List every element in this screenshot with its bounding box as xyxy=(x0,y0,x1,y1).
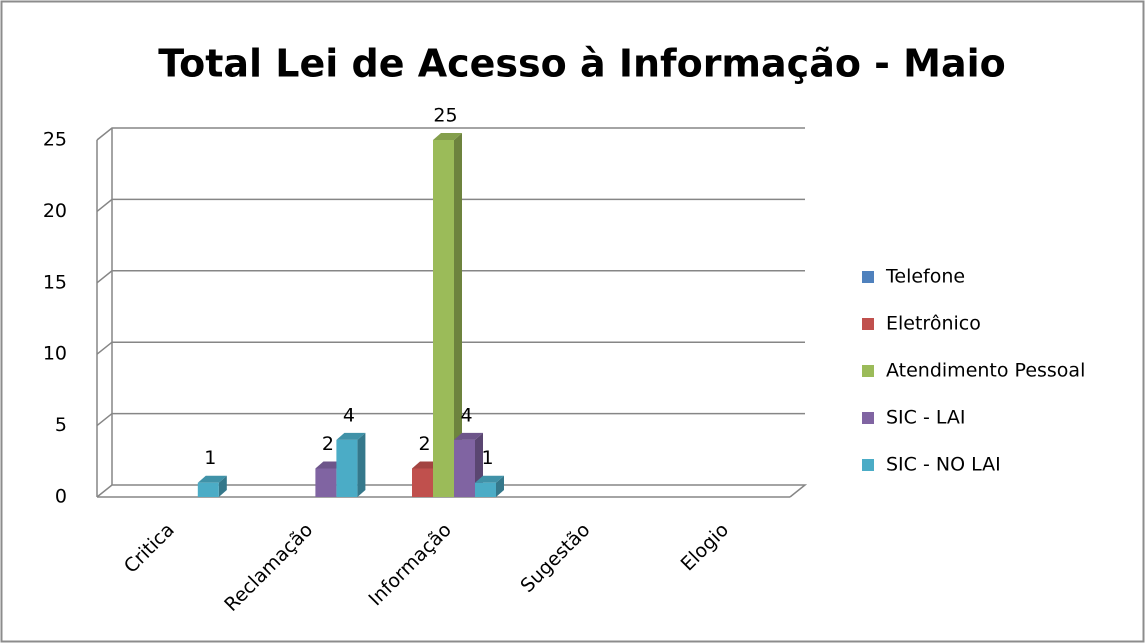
data-label: 1 xyxy=(204,447,216,469)
bar-front xyxy=(315,468,337,497)
legend-swatch xyxy=(862,459,874,471)
bar-top xyxy=(336,432,366,440)
bar xyxy=(336,432,366,497)
bar-top xyxy=(475,475,504,483)
bar-front xyxy=(475,482,496,497)
bar-front xyxy=(454,439,475,497)
legend-label: Telefone xyxy=(885,266,965,288)
data-label: 2 xyxy=(418,433,430,455)
bar-front xyxy=(197,482,219,497)
bar xyxy=(475,475,504,497)
data-label: 1 xyxy=(481,447,493,469)
data-label: 4 xyxy=(343,404,355,426)
bar-side xyxy=(218,475,227,497)
bar xyxy=(197,475,227,497)
bar-front xyxy=(433,140,454,497)
bar-side xyxy=(357,432,366,497)
data-label: 25 xyxy=(433,105,457,127)
bar-front xyxy=(336,439,358,497)
bar-top xyxy=(433,133,462,140)
legend-swatch xyxy=(862,271,874,283)
y-tick-label: 5 xyxy=(55,414,67,436)
chart-title: Total Lei de Acesso à Informação - Maio xyxy=(158,42,1006,86)
y-tick-label: 10 xyxy=(43,343,67,365)
data-label: 4 xyxy=(460,404,472,426)
bar xyxy=(433,133,462,497)
legend-swatch xyxy=(862,318,874,330)
legend-swatch xyxy=(862,412,874,424)
legend-label: SIC - NO LAI xyxy=(886,454,1001,476)
bar-side xyxy=(454,133,462,497)
legend-label: Atendimento Pessoal xyxy=(886,360,1085,382)
y-tick-label: 15 xyxy=(43,271,67,293)
y-tick-label: 25 xyxy=(43,129,67,151)
bar-front xyxy=(412,468,433,497)
legend-swatch xyxy=(862,365,874,377)
bar-side xyxy=(496,475,504,497)
y-tick-label: 20 xyxy=(43,200,67,222)
legend-label: Eletrônico xyxy=(886,313,981,335)
data-label: 2 xyxy=(322,433,334,455)
legend-label: SIC - LAI xyxy=(886,407,966,429)
bar-top xyxy=(454,432,483,440)
y-tick-label: 0 xyxy=(55,486,67,508)
bar-top xyxy=(197,475,227,483)
